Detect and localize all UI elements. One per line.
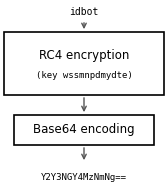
Text: Y2Y3NGY4MzNmNg==: Y2Y3NGY4MzNmNg== xyxy=(41,173,127,181)
Text: idbot: idbot xyxy=(69,7,99,17)
Text: RC4 encryption: RC4 encryption xyxy=(39,48,129,62)
Text: (key wssmnpdmydte): (key wssmnpdmydte) xyxy=(36,71,132,80)
Bar xyxy=(4,32,164,95)
Bar xyxy=(14,115,154,145)
Text: Base64 encoding: Base64 encoding xyxy=(33,124,135,136)
